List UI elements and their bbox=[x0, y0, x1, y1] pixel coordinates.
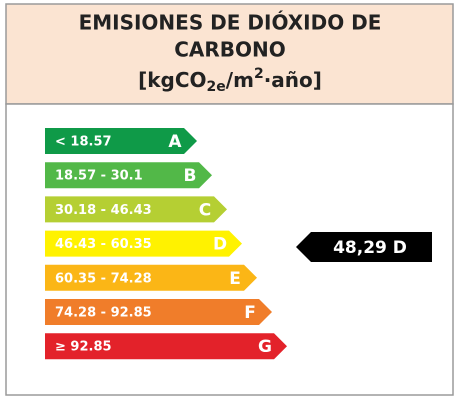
unit-part: /m bbox=[226, 68, 254, 92]
title-line: CARBONO bbox=[174, 38, 286, 62]
band-range: 18.57 - 30.1 bbox=[55, 169, 143, 184]
band-arrow bbox=[45, 230, 242, 257]
unit-part: [kgCO bbox=[138, 68, 206, 92]
band-arrow bbox=[45, 333, 287, 360]
rating-label: 48,29 D bbox=[333, 238, 407, 258]
band-range: 46.43 - 60.35 bbox=[55, 237, 152, 252]
band-arrow bbox=[45, 162, 212, 189]
band-arrow bbox=[45, 299, 272, 325]
band-range: 74.28 - 92.85 bbox=[55, 306, 152, 321]
header-box bbox=[5, 3, 454, 105]
unit-superscript: 2 bbox=[254, 66, 264, 82]
band-range: < 18.57 bbox=[55, 135, 112, 150]
unit-part: ·año] bbox=[264, 68, 322, 92]
band-letter: A bbox=[168, 132, 182, 152]
band-range: 30.18 - 46.43 bbox=[55, 203, 152, 218]
title-line: EMISIONES DE DIÓXIDO DE bbox=[79, 11, 382, 35]
band-arrow bbox=[45, 264, 257, 291]
band-letter: D bbox=[213, 235, 227, 255]
band-letter: C bbox=[199, 200, 211, 220]
band-letter: G bbox=[258, 337, 272, 357]
band-arrow bbox=[45, 196, 227, 223]
unit-subscript: 2e bbox=[207, 79, 226, 95]
rating-arrow bbox=[296, 232, 432, 262]
band-letter: E bbox=[229, 269, 241, 289]
band-range: ≥ 92.85 bbox=[55, 340, 112, 355]
band-letter: F bbox=[244, 303, 256, 323]
band-range: 60.35 - 74.28 bbox=[55, 271, 152, 286]
band-letter: B bbox=[184, 166, 197, 186]
band-arrow bbox=[45, 128, 197, 154]
unit: [kgCO2e/m2·año] bbox=[138, 66, 322, 95]
